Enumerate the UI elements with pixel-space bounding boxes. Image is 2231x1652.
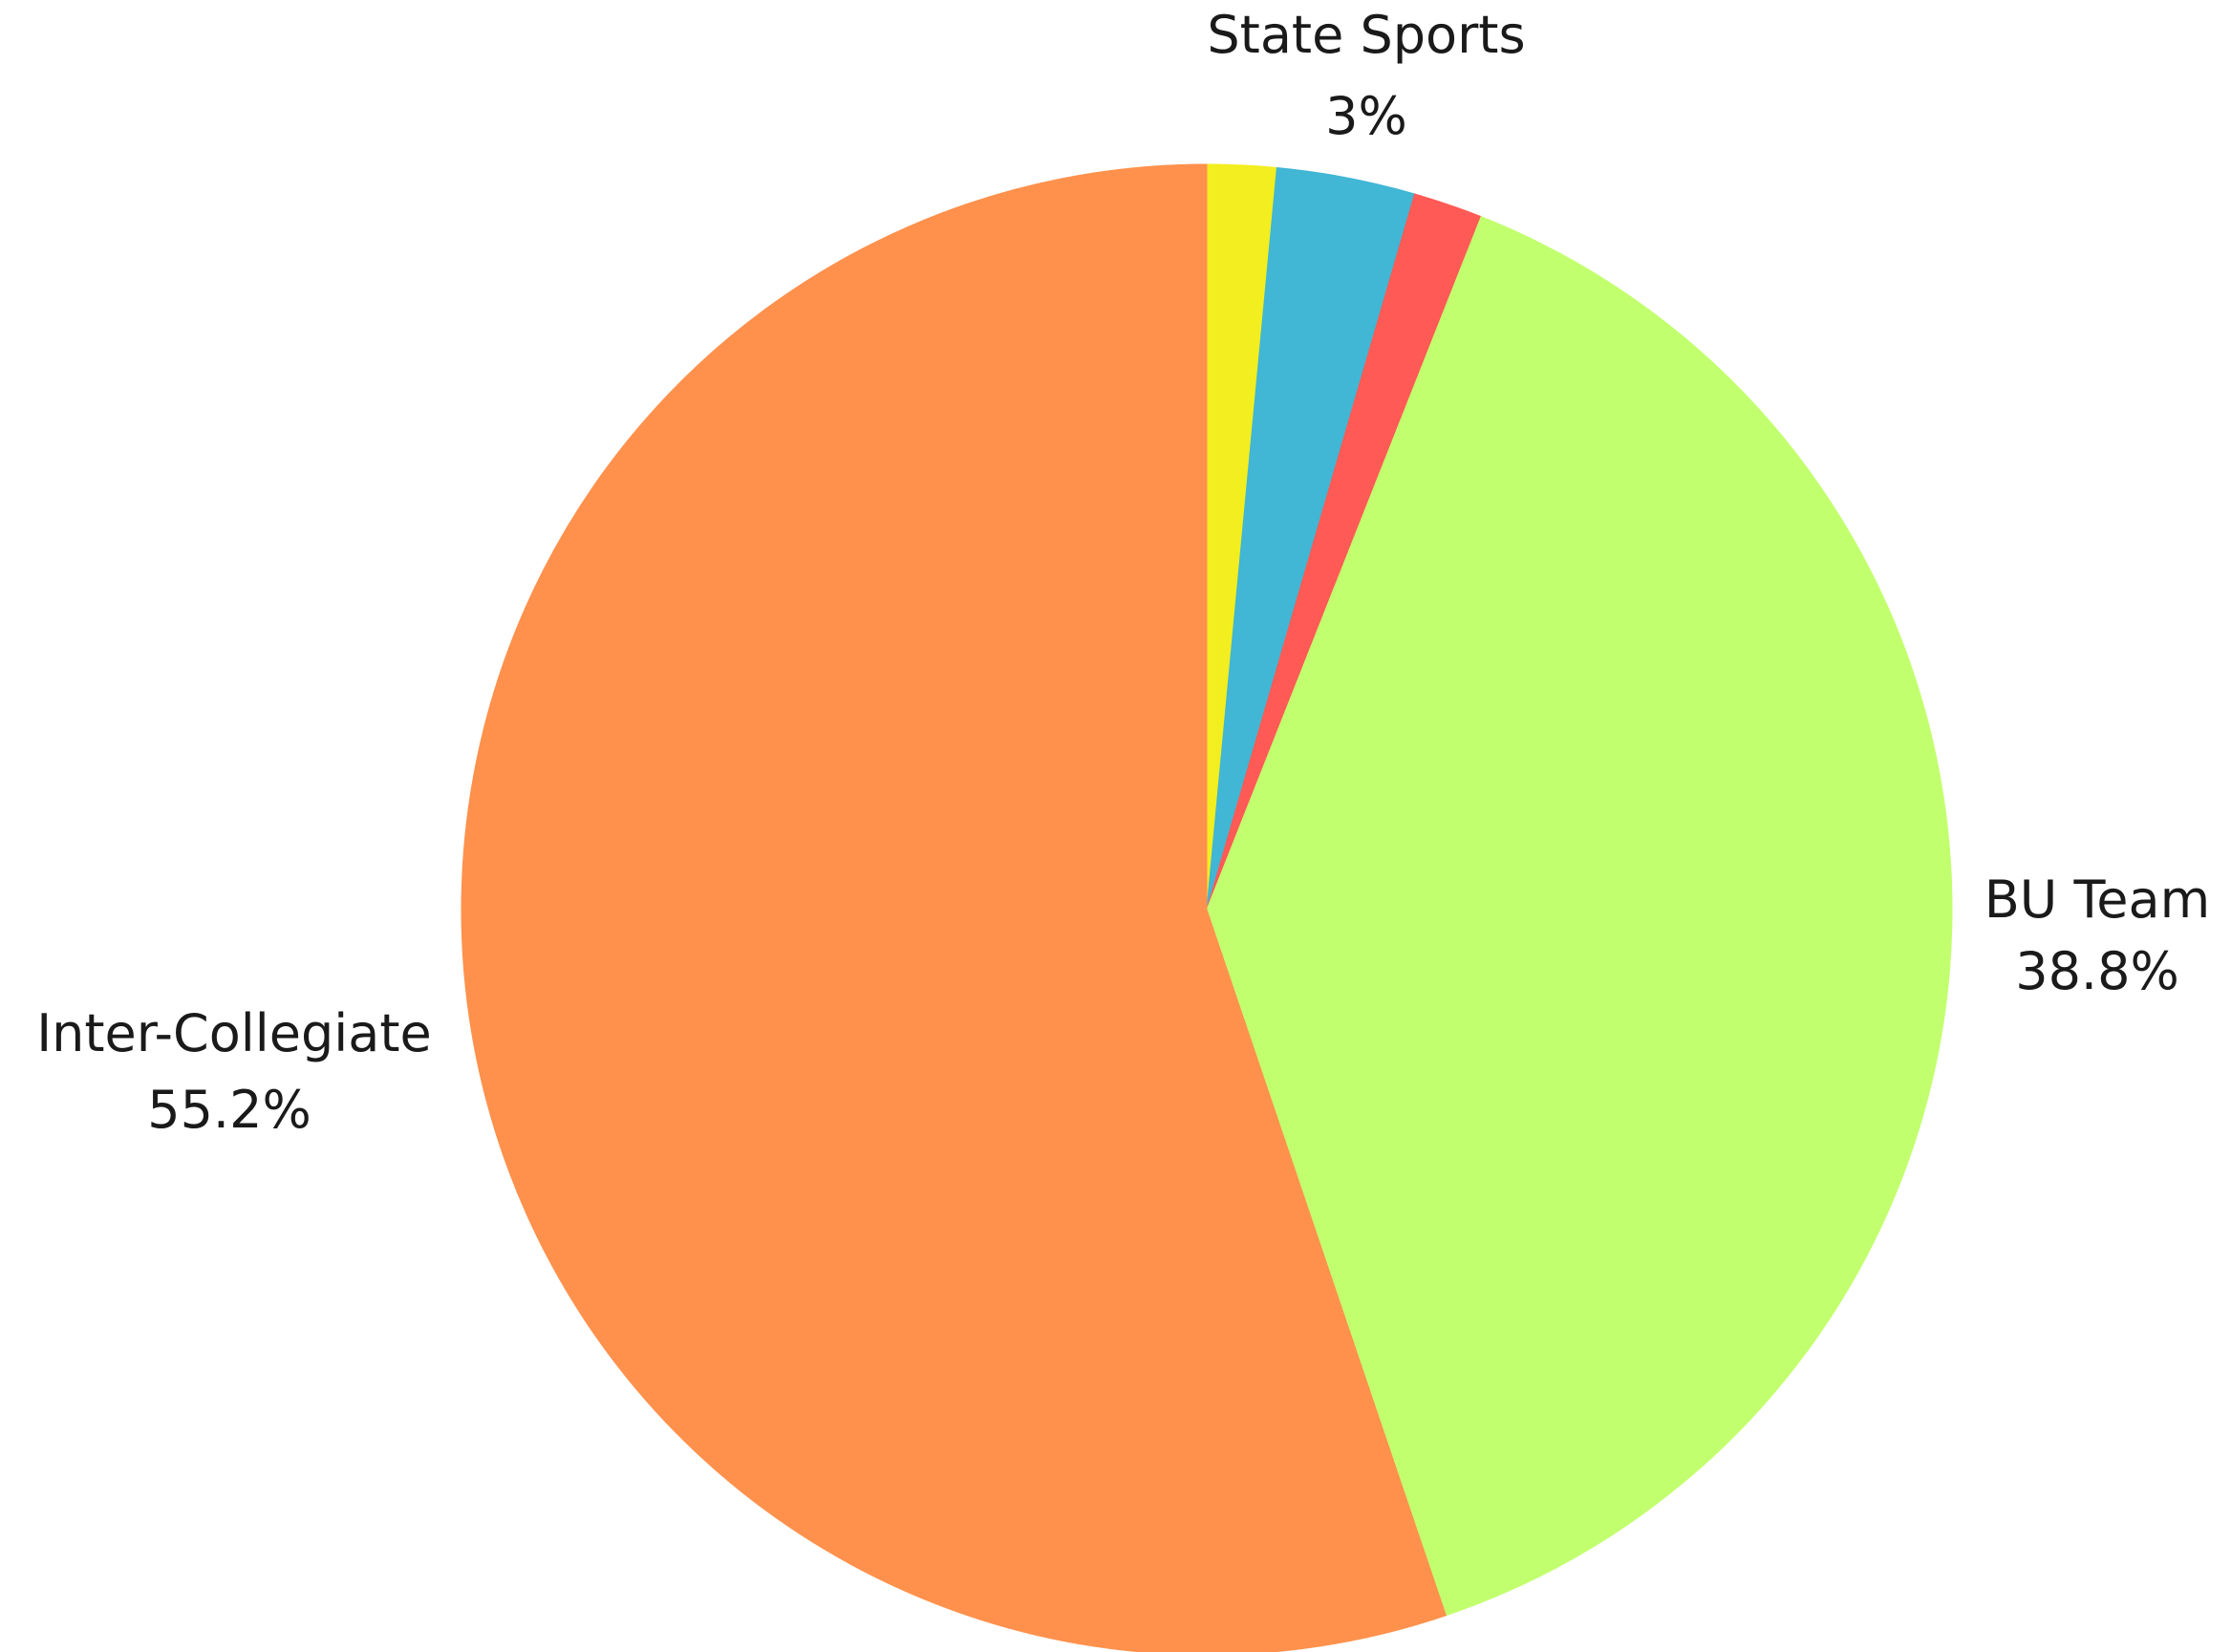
label-state-sports-value: 3% [1325,86,1407,146]
pie-slices [461,163,1953,1652]
label-state-sports: State Sports 3% [1207,5,1525,146]
label-bu-team: BU Team 38.8% [1984,869,2210,1001]
label-inter-collegiate: Inter-Collegiate 55.2% [36,1003,432,1140]
label-state-sports-name: State Sports [1207,5,1525,65]
pie-slice-bu-team [1206,216,1953,1617]
pie-slice-inter-collegiate [461,163,1447,1652]
label-bu-team-value: 38.8% [2015,941,2179,1001]
label-bu-team-name: BU Team [1984,869,2210,930]
label-inter-collegiate-name: Inter-Collegiate [36,1003,432,1063]
label-inter-collegiate-value: 55.2% [147,1080,311,1140]
